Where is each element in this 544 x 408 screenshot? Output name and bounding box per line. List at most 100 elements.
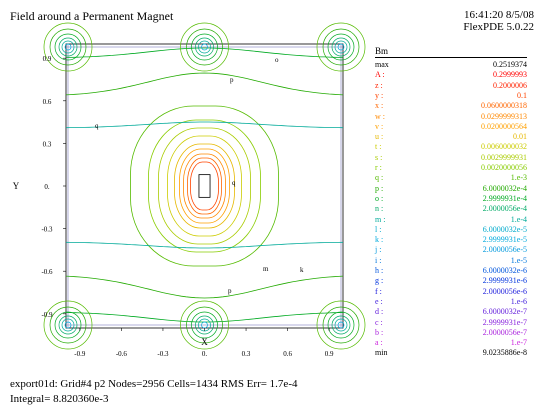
- corner-contour-q: [180, 22, 229, 72]
- contour-y: [190, 161, 219, 211]
- contour-label-p: p: [230, 76, 234, 84]
- corner-contour-o: [54, 33, 82, 61]
- legend-level-label: x :: [375, 101, 384, 111]
- corner-contour-p: [322, 306, 360, 344]
- legend-level-value: 0.0029999931: [481, 152, 527, 162]
- corner-contour-m: [198, 40, 211, 54]
- corner-contour-p: [186, 306, 223, 344]
- y-tick-label: -0.6: [41, 268, 53, 276]
- corner-contour-m: [334, 40, 348, 54]
- corner-contour-p: [322, 28, 360, 66]
- legend-level-value: 6.0000032e-4: [482, 183, 527, 193]
- legend-row: h : 6.0000032e-6: [375, 266, 527, 275]
- legend-level-value: 1.e-4: [510, 214, 527, 224]
- legend-level-value: 0.0020000056: [481, 163, 527, 172]
- corner-contour-q: [316, 300, 366, 350]
- legend-level-label: s :: [375, 152, 383, 162]
- contour-t: [167, 135, 242, 237]
- legend-level-value: 0.2000006: [493, 80, 527, 90]
- legend-level-label: t :: [375, 142, 382, 152]
- corner-contour-k: [64, 43, 72, 51]
- legend-level-label: n :: [375, 204, 384, 214]
- contour-labels: q p q m p k o: [95, 56, 304, 295]
- corner-contour-m: [61, 40, 75, 54]
- y-tick-label: 0.6: [43, 98, 52, 106]
- legend-level-label: max: [375, 60, 389, 69]
- x-tick-label: -0.6: [116, 350, 128, 358]
- legend-level-label: p :: [375, 183, 384, 193]
- legend-level-value: 2.0000056e-4: [482, 204, 527, 214]
- legend-level-label: r :: [375, 163, 382, 172]
- corner-contour-m: [334, 318, 348, 332]
- legend-level-value: 0.1: [517, 90, 527, 100]
- corner-contour-n: [58, 315, 78, 335]
- legend-level-value: 0.0200000564: [481, 121, 527, 131]
- legend-level-label: k :: [375, 235, 384, 245]
- x-tick-label: 0.9: [325, 350, 334, 358]
- contour-s: [158, 127, 251, 245]
- contour-r: [148, 119, 261, 253]
- legend-row: w : 0.0299999313: [375, 112, 527, 121]
- corner-contour-p: [186, 28, 223, 66]
- footer-integral: Integral= 8.820360e-3: [10, 393, 109, 405]
- legend-level-value: 1.e-6: [510, 296, 527, 306]
- corner-contour-n: [331, 37, 351, 57]
- corner-contour-o: [54, 311, 82, 339]
- legend-divider: [375, 57, 527, 58]
- legend-level-value: 2.9999931e-6: [482, 276, 527, 286]
- plot-title: Field around a Permanent Magnet: [10, 9, 174, 23]
- legend-level-value: 1.e-3: [510, 173, 527, 183]
- legend-level-label: c :: [375, 317, 383, 327]
- legend-level-value: 0.2999993: [493, 70, 527, 80]
- y-tick-label: -0.9: [41, 311, 53, 319]
- contour-label-p: p: [228, 287, 232, 295]
- legend-level-value: 2.0000056e-6: [482, 286, 527, 296]
- corner-contour-o: [327, 311, 355, 339]
- legend-level-value: 2.9999931e-5: [482, 235, 527, 245]
- corner-contour-q: [43, 22, 93, 72]
- legend-level-label: b :: [375, 327, 384, 337]
- legend-level-label: A :: [375, 70, 385, 80]
- legend-level-value: 2.0000056e-5: [482, 245, 527, 255]
- legend-level-label: g :: [375, 276, 384, 286]
- legend-row: g : 2.9999931e-6: [375, 276, 527, 285]
- time-date: 16:41:20 8/5/08: [464, 9, 534, 21]
- legend-row: z : 0.2000006: [375, 81, 527, 90]
- corner-contour-p: [49, 306, 87, 344]
- contour-label-k: k: [300, 266, 304, 274]
- corner-contour-o: [327, 33, 355, 61]
- footer-stats: export01d: Grid#4 p2 Nodes=2956 Cells=14…: [10, 378, 298, 390]
- legend-level-value: 2.9999931e-4: [482, 193, 527, 203]
- legend-row: n : 2.0000056e-4: [375, 204, 527, 213]
- y-tick-label: 0.3: [43, 140, 52, 148]
- contour-q: [130, 105, 279, 267]
- legend-row: l : 6.0000032e-5: [375, 225, 527, 234]
- software-version: FlexPDE 5.0.22: [463, 21, 534, 33]
- legend-level-label: a :: [375, 338, 383, 348]
- contour-u: [174, 143, 235, 229]
- contour-o: [65, 312, 344, 323]
- contour-label-o: o: [275, 56, 279, 64]
- contour-x: [187, 157, 222, 215]
- corner-contour-k: [337, 321, 345, 329]
- legend-row: j : 2.0000056e-5: [375, 245, 527, 254]
- corner-contour-p: [49, 28, 87, 66]
- contour-p: [65, 275, 344, 299]
- corner-contour-n: [195, 315, 214, 335]
- x-axis-label: X: [201, 337, 208, 347]
- corner-contour-n: [58, 37, 78, 57]
- contour-p: [65, 72, 344, 96]
- legend-level-label: q :: [375, 173, 384, 183]
- legend-row: a : 1.e-7: [375, 338, 527, 347]
- legend-row: o : 2.9999931e-4: [375, 194, 527, 203]
- y-tick-label: 0.: [44, 183, 50, 191]
- corner-contour-k: [64, 321, 72, 329]
- x-tick-label: 0.6: [283, 350, 292, 358]
- contour-o: [65, 47, 344, 58]
- legend-row: min 9.0235886e-8: [375, 348, 527, 357]
- legend-level-label: f :: [375, 286, 382, 296]
- legend-level-label: d :: [375, 307, 384, 317]
- legend-level-value: 0.0060000032: [481, 142, 527, 152]
- corner-contour-q: [180, 300, 229, 350]
